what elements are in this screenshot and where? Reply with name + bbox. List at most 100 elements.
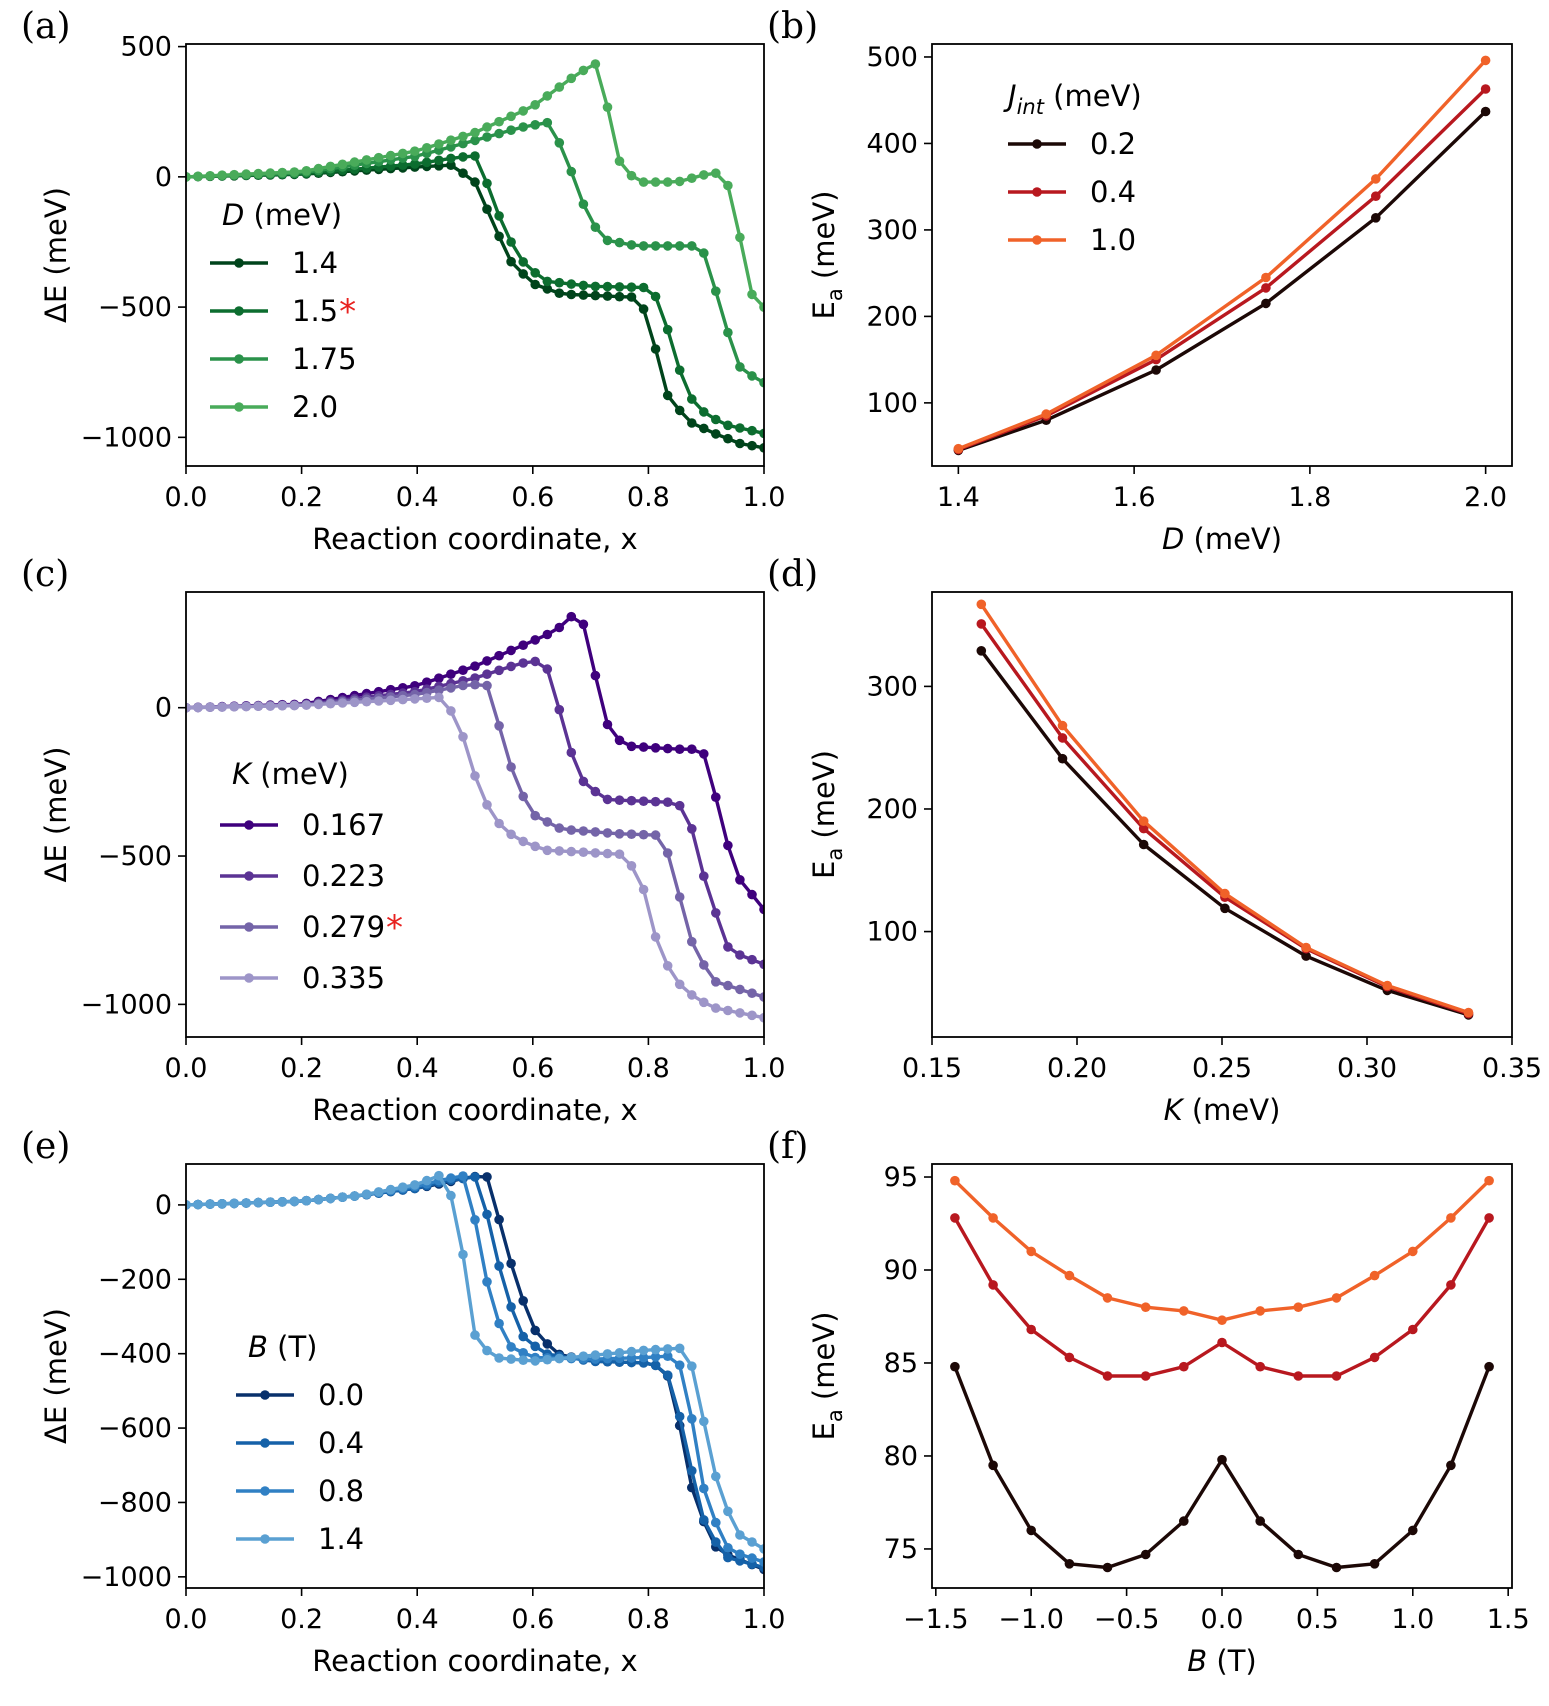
data-point (711, 168, 721, 178)
x-tick-label: 1.0 (1391, 1604, 1434, 1635)
data-point (458, 131, 468, 142)
y-tick-label: −200 (98, 1264, 172, 1295)
data-point (494, 1214, 504, 1225)
legend-marker (244, 820, 254, 830)
y-tick-label: −1000 (81, 989, 172, 1020)
data-point (554, 823, 565, 833)
legend-marker (1032, 235, 1042, 245)
data-point (410, 694, 420, 704)
x-tick-label: 0.8 (627, 482, 670, 513)
data-point (614, 237, 625, 248)
data-point (614, 1348, 625, 1358)
data-point (950, 1361, 960, 1372)
legend-item: 0.167 (220, 808, 385, 842)
data-point (458, 1249, 468, 1260)
legend-item: 0.0 (236, 1378, 364, 1412)
data-point (265, 1197, 276, 1207)
legend-marker (244, 871, 254, 881)
data-point (747, 1010, 757, 1021)
data-point (494, 650, 504, 661)
plot-area (186, 1170, 764, 1575)
data-point (735, 950, 745, 960)
x-tick-label: 1.8 (1288, 482, 1331, 513)
data-point (674, 176, 685, 187)
data-point (590, 281, 601, 292)
data-point (229, 701, 239, 712)
x-tick-label: −0.5 (1094, 1604, 1160, 1635)
data-point (747, 954, 757, 965)
y-tick-label: 500 (120, 32, 172, 63)
data-point (976, 646, 987, 656)
data-point (699, 749, 709, 759)
data-point (1138, 823, 1149, 834)
panel-f: (f) −1.5 −1.0 −0.5 0.0 0.5 1.0 1.5 75 80 85 90 95 B (… (767, 1126, 1530, 1678)
data-point (1446, 1280, 1456, 1290)
panel-a: (a) 0.0 0.2 0.4 0.6 0.8 1.0 −1000 −500 0 500 Reacti… (21, 6, 785, 556)
data-point (337, 1192, 348, 1202)
y-tick-label: −800 (98, 1487, 172, 1518)
data-point (217, 1199, 227, 1209)
legend-label: 0.0 (318, 1378, 364, 1412)
data-point (422, 693, 432, 703)
legend-label: 1.4 (318, 1522, 364, 1556)
data-point (506, 111, 516, 122)
series-line (957, 59, 1487, 451)
x-tick-label: 0.0 (165, 1604, 208, 1635)
axes-frame (931, 43, 1513, 467)
y-tick-label: 85 (884, 1348, 918, 1379)
data-point (530, 1325, 540, 1336)
data-point (578, 280, 589, 291)
data-point (277, 700, 288, 711)
data-point (1138, 816, 1149, 826)
data-point (723, 1506, 733, 1517)
legend-item: 0.2 (1008, 127, 1136, 161)
legend-item: 1.5 * (210, 292, 356, 332)
data-point (711, 908, 721, 918)
data-point (1255, 1361, 1265, 1372)
data-point (602, 719, 613, 730)
series-line (953, 1366, 1491, 1570)
data-point (578, 65, 589, 76)
data-point (482, 680, 492, 691)
data-point (470, 151, 480, 161)
legend-item: 1.0 (1008, 223, 1136, 257)
data-point (458, 152, 468, 162)
data-point (410, 159, 420, 169)
data-point (723, 433, 733, 444)
data-point (229, 169, 239, 180)
data-point (699, 1483, 709, 1494)
legend-title: D (meV) (222, 198, 342, 232)
y-tick-label: −1000 (81, 1562, 172, 1593)
data-point (446, 1173, 456, 1183)
data-point (446, 683, 456, 693)
data-point (518, 1355, 528, 1365)
data-point (735, 984, 745, 995)
data-point (506, 237, 516, 247)
data-point (277, 167, 288, 178)
data-point (735, 1556, 745, 1566)
legend-marker (244, 922, 254, 932)
panel-label: (e) (21, 1126, 70, 1167)
data-point (470, 1330, 480, 1340)
data-point (674, 365, 685, 376)
data-point (674, 800, 685, 811)
series-line (186, 1174, 764, 1571)
series-line (186, 121, 764, 385)
y-tick-label: 200 (866, 794, 918, 825)
series-1.0 (950, 1175, 1494, 1325)
data-point (699, 997, 709, 1008)
x-tick-label: 0.4 (396, 1604, 439, 1635)
data-point (747, 440, 757, 451)
data-point (1293, 1371, 1304, 1381)
y-tick-label: 300 (866, 215, 918, 246)
data-point (458, 732, 468, 742)
data-point (554, 277, 565, 288)
data-point (530, 841, 540, 852)
x-tick-label: 0.6 (511, 1604, 554, 1635)
data-point (1484, 1361, 1494, 1372)
data-point (241, 701, 251, 712)
data-point (674, 1411, 685, 1422)
y-axis-label: ΔE (meV) (39, 747, 73, 883)
data-point (506, 1342, 516, 1352)
